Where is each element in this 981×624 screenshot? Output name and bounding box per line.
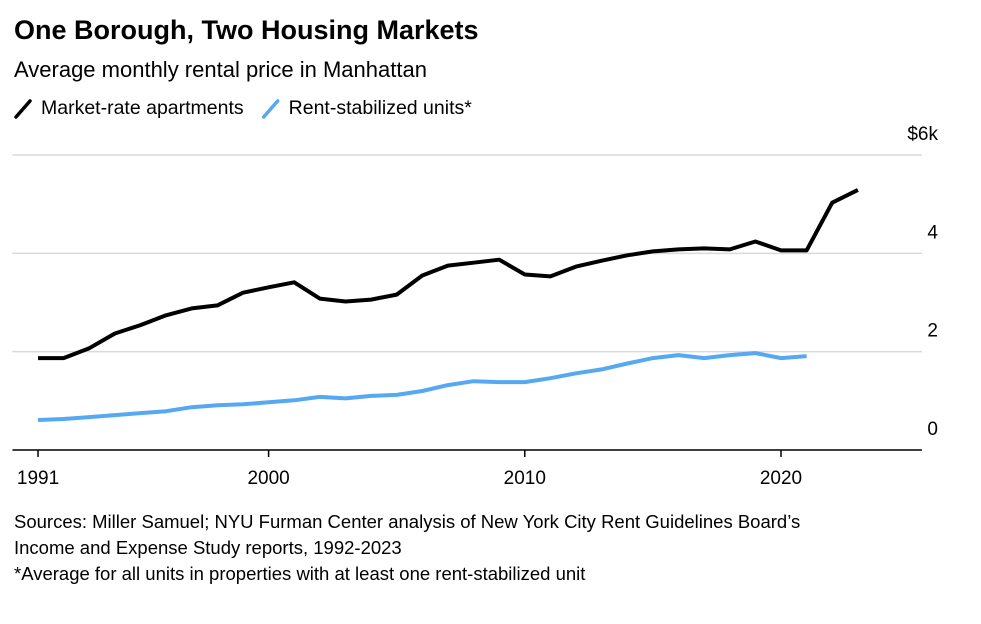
sources: Income and Expense Study reports, 1992-2… bbox=[14, 537, 402, 558]
series-line bbox=[37, 351, 807, 422]
y-tick-label: 4 bbox=[927, 222, 938, 243]
note: *Average for all units in properties wit… bbox=[14, 563, 585, 584]
legend-label: Market-rate apartments bbox=[41, 97, 244, 119]
series-line bbox=[38, 188, 859, 361]
x-tick-label: 2020 bbox=[760, 468, 802, 489]
y-tick-label: 0 bbox=[927, 419, 938, 440]
legend-swatch bbox=[14, 99, 32, 119]
x-tick-label: 2000 bbox=[247, 468, 289, 489]
x-tick-label: 1991 bbox=[17, 468, 59, 489]
x-tick-label: 2010 bbox=[504, 468, 546, 489]
legend-swatch bbox=[261, 99, 280, 119]
y-tick-label: 2 bbox=[927, 321, 938, 342]
y-tick-label: $6k bbox=[907, 124, 938, 145]
legend-label: Rent-stabilized units* bbox=[289, 97, 473, 119]
chart-title: One Borough, Two Housing Markets bbox=[14, 15, 479, 45]
chart-subtitle: Average monthly rental price in Manhatta… bbox=[14, 57, 427, 82]
sources: Sources: Miller Samuel; NYU Furman Cente… bbox=[14, 511, 800, 532]
